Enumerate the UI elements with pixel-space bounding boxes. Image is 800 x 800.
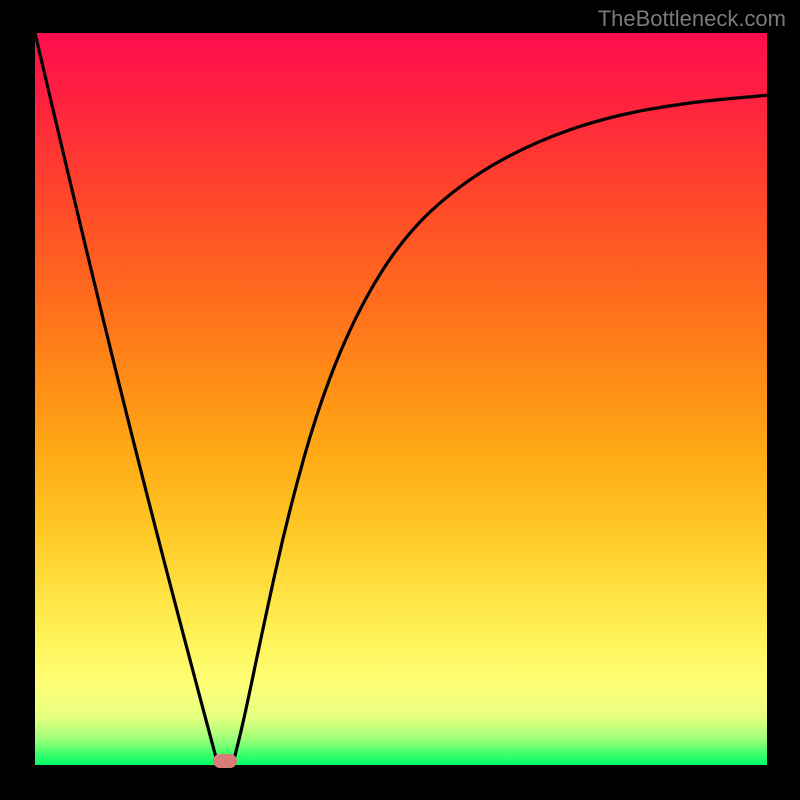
bottleneck-curve xyxy=(35,33,767,765)
curve-right-branch xyxy=(233,95,767,765)
curve-left-branch xyxy=(35,33,218,765)
optimal-marker xyxy=(213,754,237,768)
watermark-text: TheBottleneck.com xyxy=(598,6,786,32)
bottleneck-chart xyxy=(35,33,767,765)
